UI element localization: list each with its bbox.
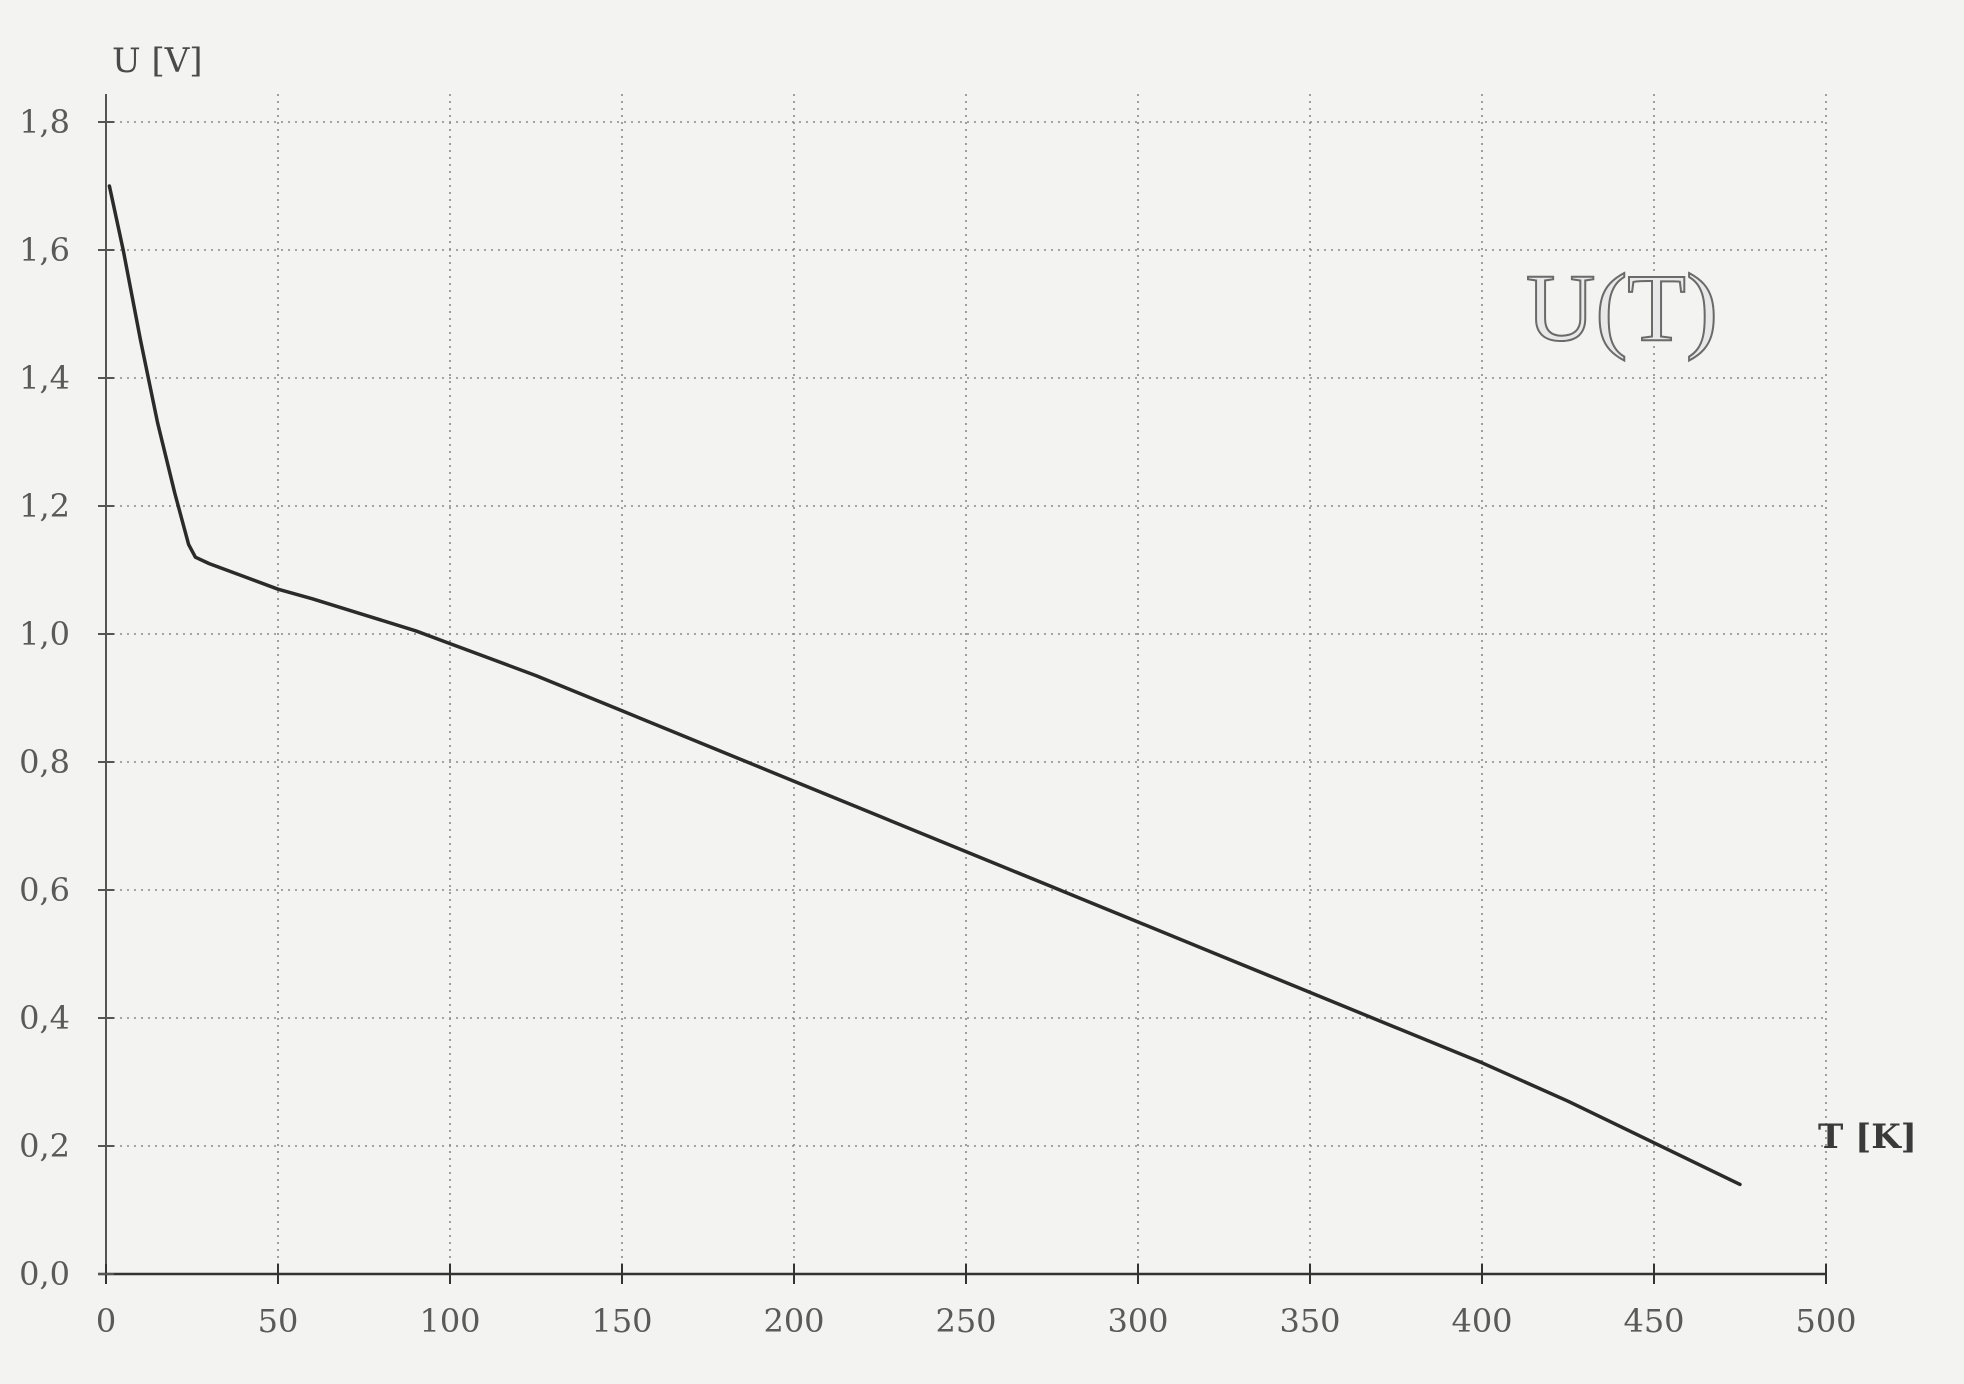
x-axis-title: T [K] — [1818, 1117, 1917, 1157]
ticks: 0 50 100 150 200 250 300 350 400 450 500 0,0 0,2 0,4 0… — [19, 103, 1856, 1340]
x-tick-label: 450 — [1623, 1302, 1684, 1340]
chart-title: U(T) — [1526, 254, 1718, 361]
x-tick-label: 250 — [935, 1302, 996, 1340]
y-tick-label: 0,2 — [19, 1127, 70, 1165]
y-tick-label: 1,2 — [19, 487, 70, 525]
x-tick-label: 350 — [1279, 1302, 1340, 1340]
y-tick-label: 0,0 — [19, 1255, 70, 1293]
x-tick-label: 400 — [1451, 1302, 1512, 1340]
y-axis-title: U [V] — [112, 41, 203, 81]
y-tick-label: 1,4 — [19, 359, 70, 397]
x-tick-label: 500 — [1795, 1302, 1856, 1340]
x-tick-label: 200 — [763, 1302, 824, 1340]
series — [107, 184, 1742, 1187]
x-tick-label: 150 — [591, 1302, 652, 1340]
x-tick-label: 100 — [419, 1302, 480, 1340]
y-tick-label: 1,8 — [19, 103, 70, 141]
y-tick-label: 0,4 — [19, 999, 70, 1037]
y-tick-label: 1,0 — [19, 615, 70, 653]
x-tick-label: 50 — [258, 1302, 299, 1340]
y-tick-label: 1,6 — [19, 231, 70, 269]
grid — [106, 94, 1827, 1274]
y-tick-label: 0,6 — [19, 871, 70, 909]
y-tick-label: 0,8 — [19, 743, 70, 781]
x-tick-label: 0 — [96, 1302, 116, 1340]
axes — [98, 94, 1826, 1282]
x-tick-label: 300 — [1107, 1302, 1168, 1340]
series-line — [107, 184, 1742, 1187]
